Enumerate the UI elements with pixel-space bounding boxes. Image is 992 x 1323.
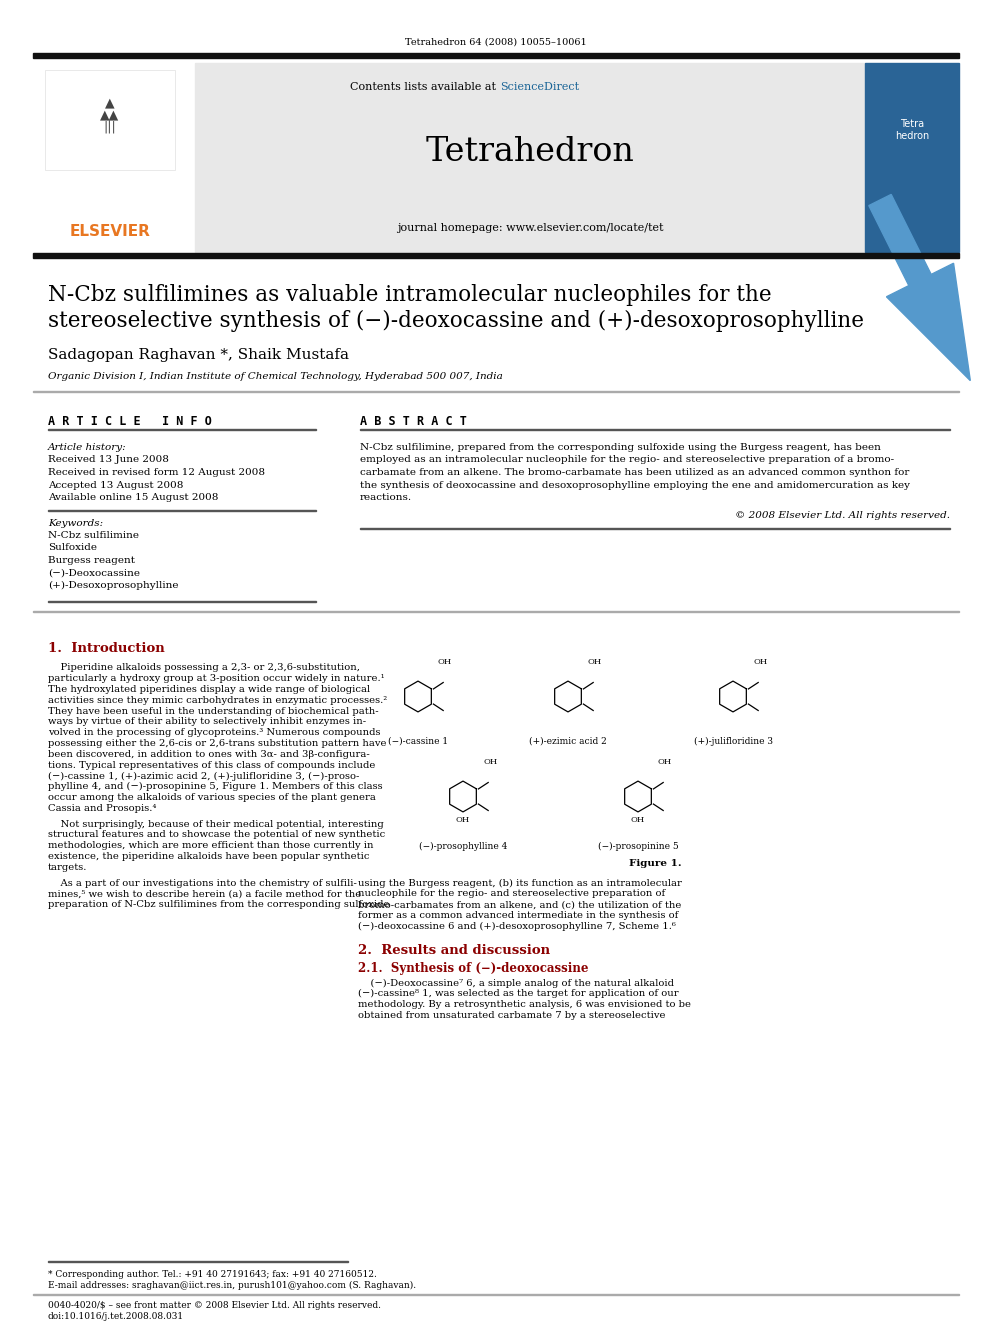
Text: 2.1.  Synthesis of (−)-deoxocassine: 2.1. Synthesis of (−)-deoxocassine [358,963,588,975]
Text: methodology. By a retrosynthetic analysis, 6 was envisioned to be: methodology. By a retrosynthetic analysi… [358,1000,691,1009]
Text: Figure 1.: Figure 1. [629,859,682,868]
Text: nucleophile for the regio- and stereoselective preparation of: nucleophile for the regio- and stereosel… [358,889,666,898]
Text: Article history:: Article history: [48,443,127,452]
Text: OH: OH [658,758,673,766]
Text: mines,⁵ we wish to describe herein (a) a facile method for the: mines,⁵ we wish to describe herein (a) a… [48,889,361,898]
Text: structural features and to showcase the potential of new synthetic: structural features and to showcase the … [48,831,385,840]
Text: journal homepage: www.elsevier.com/locate/tet: journal homepage: www.elsevier.com/locat… [397,224,664,233]
Text: Available online 15 August 2008: Available online 15 August 2008 [48,493,218,501]
Text: Contents lists available at: Contents lists available at [350,82,500,93]
Text: Burgess reagent: Burgess reagent [48,556,135,565]
Text: (−)-prosopinine 5: (−)-prosopinine 5 [597,841,679,851]
Text: Received in revised form 12 August 2008: Received in revised form 12 August 2008 [48,468,265,478]
Text: Tetrahedron: Tetrahedron [426,136,634,168]
Text: 1.  Introduction: 1. Introduction [48,642,165,655]
Text: the synthesis of deoxocassine and desoxoprosophylline employing the ene and amid: the synthesis of deoxocassine and desoxo… [360,480,910,490]
Text: (−)-Deoxocassine: (−)-Deoxocassine [48,569,140,578]
Text: Sadagopan Raghavan *, Shaik Mustafa: Sadagopan Raghavan *, Shaik Mustafa [48,348,349,363]
Text: possessing either the 2,6-cis or 2,6-trans substitution pattern have: possessing either the 2,6-cis or 2,6-tra… [48,740,387,747]
Text: Organic Division I, Indian Institute of Chemical Technology, Hyderabad 500 007, : Organic Division I, Indian Institute of … [48,372,503,381]
Text: A R T I C L E   I N F O: A R T I C L E I N F O [48,415,212,429]
Text: OH: OH [631,816,645,824]
Text: reactions.: reactions. [360,493,412,501]
Text: OH: OH [588,658,602,665]
Text: N-Cbz sulfilimine, prepared from the corresponding sulfoxide using the Burgess r: N-Cbz sulfilimine, prepared from the cor… [360,443,881,452]
Text: existence, the piperidine alkaloids have been popular synthetic: existence, the piperidine alkaloids have… [48,852,369,861]
Text: been discovered, in addition to ones with 3α- and 3β-configura-: been discovered, in addition to ones wit… [48,750,370,759]
Text: former as a common advanced intermediate in the synthesis of: former as a common advanced intermediate… [358,912,679,919]
Text: Cassia and Prosopis.⁴: Cassia and Prosopis.⁴ [48,804,157,812]
Text: doi:10.1016/j.tet.2008.08.031: doi:10.1016/j.tet.2008.08.031 [48,1312,185,1320]
Text: Accepted 13 August 2008: Accepted 13 August 2008 [48,480,184,490]
Text: The hydroxylated piperidines display a wide range of biological: The hydroxylated piperidines display a w… [48,685,370,695]
Text: N-Cbz sulfilimine: N-Cbz sulfilimine [48,531,139,540]
Text: (−)-Deoxocassine⁷ 6, a simple analog of the natural alkaloid: (−)-Deoxocassine⁷ 6, a simple analog of … [358,979,674,988]
Text: A B S T R A C T: A B S T R A C T [360,415,467,429]
Text: OH: OH [753,658,767,665]
Bar [33,253,959,258]
Bar [45,70,175,169]
Text: They have been useful in the understanding of biochemical path-: They have been useful in the understandi… [48,706,379,716]
Text: * Corresponding author. Tel.: +91 40 27191643; fax: +91 40 27160512.: * Corresponding author. Tel.: +91 40 271… [48,1270,377,1279]
Text: (−)-prosophylline 4: (−)-prosophylline 4 [419,841,507,851]
Text: (+)-julifloridine 3: (+)-julifloridine 3 [693,737,773,746]
Text: obtained from unsaturated carbamate 7 by a stereoselective: obtained from unsaturated carbamate 7 by… [358,1011,666,1020]
Text: Received 13 June 2008: Received 13 June 2008 [48,455,169,464]
Text: stereoselective synthesis of (−)-deoxocassine and (+)-desoxoprosophylline: stereoselective synthesis of (−)-deoxoca… [48,310,864,332]
Text: OH: OH [438,658,452,665]
Text: activities since they mimic carbohydrates in enzymatic processes.²: activities since they mimic carbohydrate… [48,696,387,705]
Text: ways by virtue of their ability to selectively inhibit enzymes in-: ways by virtue of their ability to selec… [48,717,366,726]
Text: ELSEVIER: ELSEVIER [69,225,151,239]
FancyArrow shape [869,194,970,381]
Text: carbamate from an alkene. The bromo-carbamate has been utilized as an advanced c: carbamate from an alkene. The bromo-carb… [360,468,910,478]
Text: E-mail addresses: sraghavan@iict.res.in, purush101@yahoo.com (S. Raghavan).: E-mail addresses: sraghavan@iict.res.in,… [48,1281,416,1290]
Text: volved in the processing of glycoproteins.³ Numerous compounds: volved in the processing of glycoprotein… [48,728,381,737]
Text: Keywords:: Keywords: [48,519,103,528]
Text: Sulfoxide: Sulfoxide [48,544,97,553]
Text: bromo-carbamates from an alkene, and (c) the utilization of the: bromo-carbamates from an alkene, and (c)… [358,900,682,909]
Text: 2.  Results and discussion: 2. Results and discussion [358,945,551,958]
Text: 0040-4020/$ – see front matter © 2008 Elsevier Ltd. All rights reserved.: 0040-4020/$ – see front matter © 2008 El… [48,1301,381,1310]
Text: particularly a hydroxy group at 3-position occur widely in nature.¹: particularly a hydroxy group at 3-positi… [48,675,385,683]
Text: As a part of our investigations into the chemistry of sulfili-: As a part of our investigations into the… [48,878,357,888]
Text: (+)-Desoxoprosophylline: (+)-Desoxoprosophylline [48,581,179,590]
Bar [195,64,865,251]
Text: preparation of N-Cbz sulfilimines from the corresponding sulfoxide: preparation of N-Cbz sulfilimines from t… [48,900,390,909]
Text: © 2008 Elsevier Ltd. All rights reserved.: © 2008 Elsevier Ltd. All rights reserved… [735,511,950,520]
Text: occur among the alkaloids of various species of the plant genera: occur among the alkaloids of various spe… [48,792,376,802]
Text: (−)-cassine 1, (+)-azimic acid 2, (+)-julifloridine 3, (−)-proso-: (−)-cassine 1, (+)-azimic acid 2, (+)-ju… [48,771,359,781]
Text: employed as an intramolecular nucleophile for the regio- and stereoselective pre: employed as an intramolecular nucleophil… [360,455,894,464]
Text: tions. Typical representatives of this class of compounds include: tions. Typical representatives of this c… [48,761,375,770]
Text: methodologies, which are more efficient than those currently in: methodologies, which are more efficient … [48,841,374,851]
Text: using the Burgess reagent, (b) its function as an intramolecular: using the Burgess reagent, (b) its funct… [358,878,682,888]
Text: Piperidine alkaloids possessing a 2,3- or 2,3,6-substitution,: Piperidine alkaloids possessing a 2,3- o… [48,664,360,672]
Text: OH: OH [483,758,497,766]
Text: ScienceDirect: ScienceDirect [500,82,579,93]
Text: (−)-deoxocassine 6 and (+)-desoxoprosophylline 7, Scheme 1.⁶: (−)-deoxocassine 6 and (+)-desoxoprosoph… [358,922,676,931]
Text: (+)-ezimic acid 2: (+)-ezimic acid 2 [529,737,607,745]
Text: OH: OH [456,816,470,824]
Text: phylline 4, and (−)-prosopinine 5, Figure 1. Members of this class: phylline 4, and (−)-prosopinine 5, Figur… [48,782,383,791]
Text: N-Cbz sulfilimines as valuable intramolecular nucleophiles for the: N-Cbz sulfilimines as valuable intramole… [48,284,772,306]
Text: targets.: targets. [48,863,87,872]
Bar [33,64,195,251]
Text: (−)-cassine⁸ 1, was selected as the target for application of our: (−)-cassine⁸ 1, was selected as the targ… [358,990,679,999]
Bar [865,64,959,251]
Text: Not surprisingly, because of their medical potential, interesting: Not surprisingly, because of their medic… [48,820,384,828]
Bar [33,53,959,58]
Text: (−)-cassine 1: (−)-cassine 1 [388,737,448,745]
Text: Tetra
hedron: Tetra hedron [895,119,930,140]
Text: Tetrahedron 64 (2008) 10055–10061: Tetrahedron 64 (2008) 10055–10061 [405,37,587,46]
Text: ▲
▲▲
|||: ▲ ▲▲ ||| [100,97,120,134]
